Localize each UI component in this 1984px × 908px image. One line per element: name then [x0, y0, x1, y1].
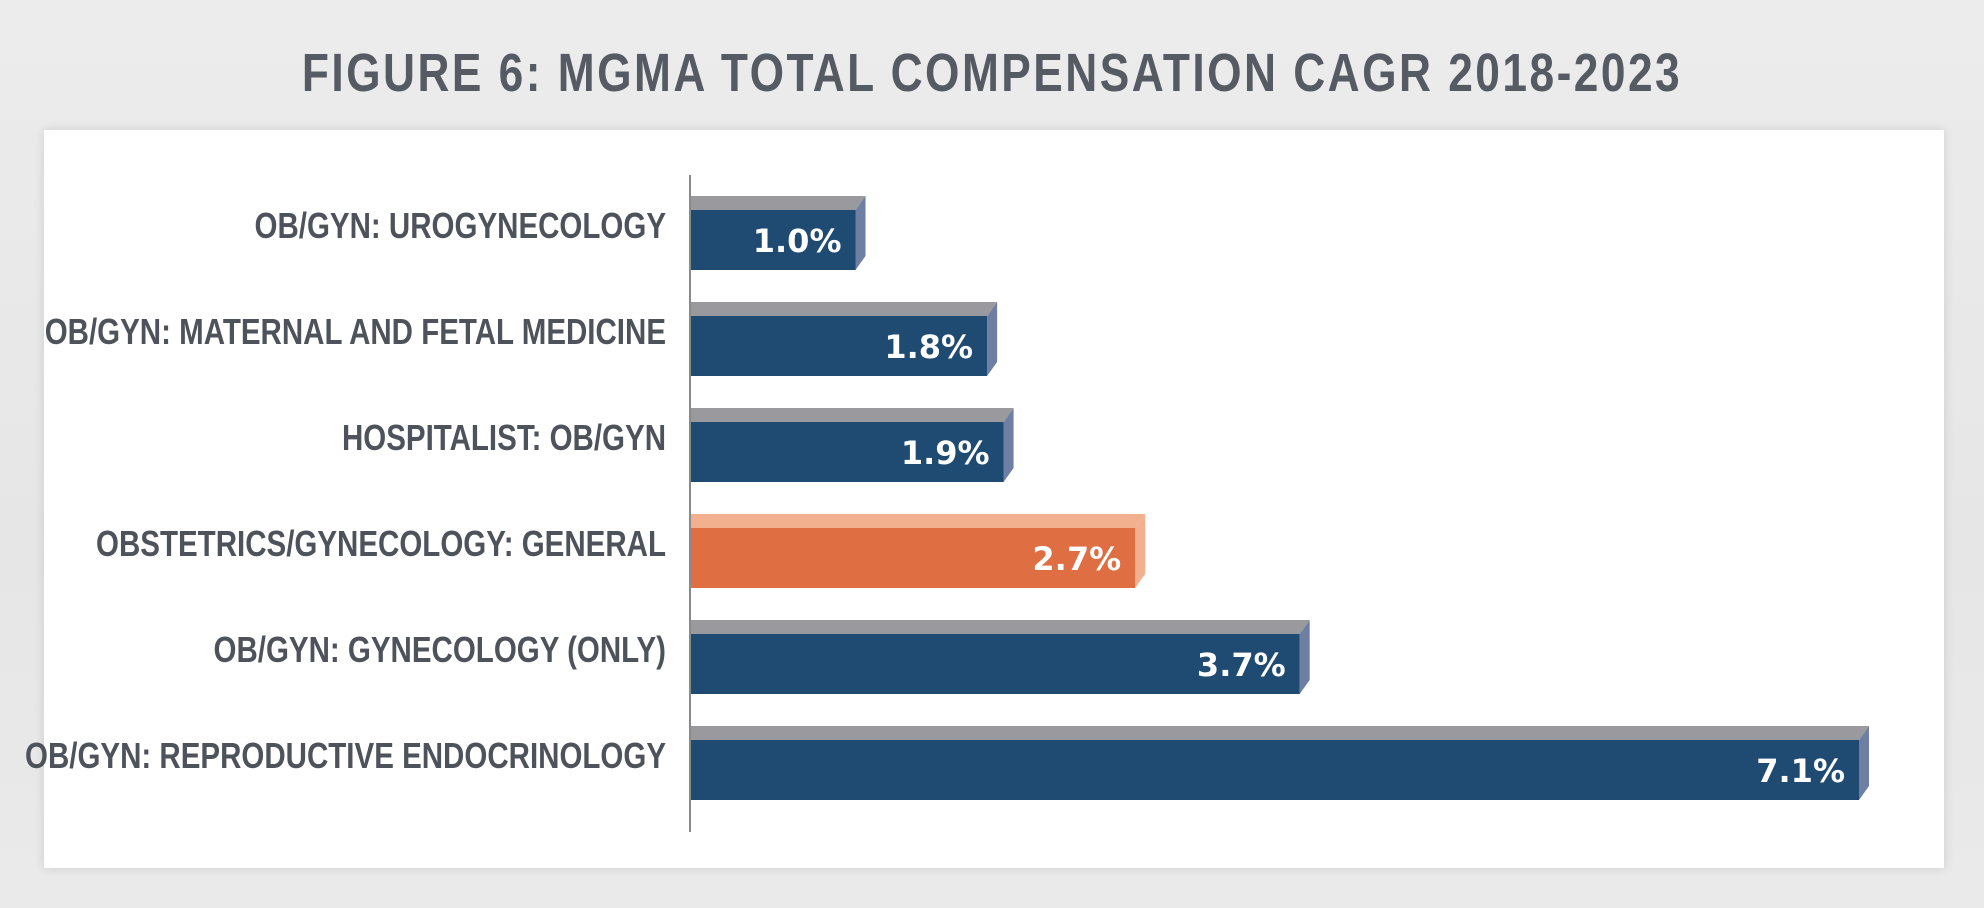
bar-value-label-1: 1.8%: [884, 328, 973, 366]
bar-side-0: [855, 196, 866, 270]
bar-4: [691, 634, 1300, 694]
bar-group-0: 1.0% OB/GYN: UROGYNECOLOGY: [255, 196, 866, 270]
bar-2: [691, 422, 1004, 482]
bar-value-label-0: 1.0%: [753, 222, 842, 260]
category-label-0: OB/GYN: UROGYNECOLOGY: [255, 205, 667, 245]
bar-group-1: 1.8% OB/GYN: MATERNAL AND FETAL MEDICINE: [45, 302, 998, 376]
bar-side-5: [1859, 726, 1869, 800]
bar-top-4: [691, 620, 1310, 634]
bar-top-2: [691, 408, 1014, 422]
category-label-1: OB/GYN: MATERNAL AND FETAL MEDICINE: [45, 311, 666, 351]
category-label-3: OBSTETRICS/GYNECOLOGY: GENERAL: [96, 523, 666, 563]
bar-0: [691, 210, 856, 270]
bar-value-label-3: 2.7%: [1032, 540, 1121, 578]
bar-group-5: 7.1% OB/GYN: REPRODUCTIVE ENDOCRINOLOGY: [25, 726, 1869, 800]
bar-3: [691, 528, 1136, 588]
bar-side-3: [1135, 514, 1146, 588]
bar-side-1: [987, 302, 998, 376]
bar-group-2: 1.9% HOSPITALIST: OB/GYN: [342, 408, 1014, 482]
bar-value-label-2: 1.9%: [901, 434, 990, 472]
category-label-4: OB/GYN: GYNECOLOGY (ONLY): [213, 629, 666, 669]
bar-group-4: 3.7% OB/GYN: GYNECOLOGY (ONLY): [213, 620, 1310, 694]
bar-top-0: [691, 196, 866, 210]
bar-side-4: [1299, 620, 1310, 694]
bar-top-1: [691, 302, 998, 316]
bar-5: [691, 740, 1859, 800]
chart-title: FIGURE 6: MGMA TOTAL COMPENSATION CAGR 2…: [301, 43, 1683, 103]
bar-value-label-4: 3.7%: [1197, 646, 1286, 684]
bar-top-5: [691, 726, 1869, 740]
bar-value-label-5: 7.1%: [1756, 752, 1845, 790]
bar-group-3: 2.7% OBSTETRICS/GYNECOLOGY: GENERAL: [96, 514, 1146, 588]
bar-1: [691, 316, 988, 376]
bars-layer: 1.0% OB/GYN: UROGYNECOLOGY 1.8% OB/GYN: MAT…: [25, 196, 1869, 800]
bar-top-3: [691, 514, 1146, 528]
bar-side-2: [1003, 408, 1014, 482]
category-label-5: OB/GYN: REPRODUCTIVE ENDOCRINOLOGY: [25, 735, 666, 775]
category-label-2: HOSPITALIST: OB/GYN: [342, 417, 666, 457]
